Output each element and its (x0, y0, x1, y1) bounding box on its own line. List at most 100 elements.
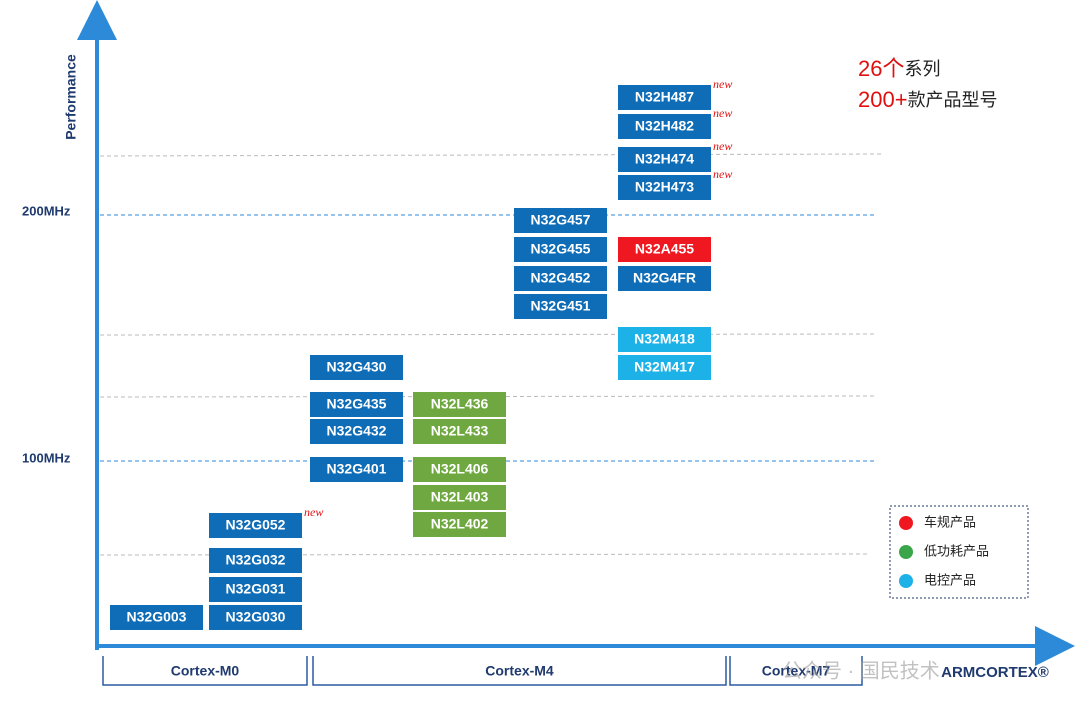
product-label: N32H473 (635, 179, 694, 195)
new-tag: new (713, 106, 732, 120)
product-box: N32G457 (514, 208, 607, 233)
product-rect (514, 208, 607, 233)
product-box: N32L406 (413, 457, 506, 482)
new-tag: new (713, 139, 732, 153)
product-label: N32G032 (226, 552, 286, 568)
product-label: N32H482 (635, 118, 694, 134)
product-rect (209, 513, 302, 538)
watermark: 公众号 · 国民技术 (782, 659, 940, 682)
summary: 200+款产品型号 (858, 87, 998, 112)
product-box: N32G435 (310, 392, 403, 417)
product-rect (514, 237, 607, 262)
product-label: N32L402 (431, 516, 489, 532)
product-label: N32M417 (634, 359, 695, 375)
legend-dot (899, 574, 913, 588)
product-rect (618, 355, 711, 380)
product-rect (413, 485, 506, 510)
legend-dot (899, 545, 913, 559)
legend-box (889, 505, 1029, 599)
summary-number: 26个 (858, 56, 904, 81)
product-label: N32L436 (431, 396, 489, 412)
core-label: Cortex-M7 (762, 663, 831, 679)
product-label: N32G435 (327, 396, 387, 412)
product-rect (514, 294, 607, 319)
product-rect (618, 266, 711, 291)
product-box: N32G430 (310, 355, 403, 380)
product-box: N32H487 new (618, 77, 732, 110)
product-rect (310, 392, 403, 417)
product-rect (618, 327, 711, 352)
product-rect (110, 605, 203, 630)
product-box: N32H482 new (618, 106, 732, 139)
product-rect (618, 147, 711, 172)
legend-label: 电控产品 (924, 572, 976, 587)
core-label: Cortex-M0 (171, 663, 240, 679)
brand: ARMCORTEX® (941, 664, 1049, 681)
product-label: N32G003 (127, 609, 187, 625)
tick-label: 100MHz (22, 450, 71, 465)
product-box: N32G030 (209, 605, 302, 630)
product-label: N32G452 (531, 270, 591, 286)
product-box: N32L403 (413, 485, 506, 510)
legend-dot (899, 516, 913, 530)
product-label: N32M418 (634, 331, 695, 347)
product-box: N32A455 (618, 237, 711, 262)
legend-label: 低功耗产品 (924, 543, 989, 558)
product-rect (413, 457, 506, 482)
product-box: N32L436 (413, 392, 506, 417)
product-box: N32G455 (514, 237, 607, 262)
new-tag: new (304, 505, 323, 519)
product-rect (310, 355, 403, 380)
tick-label: 200MHz (22, 203, 71, 218)
product-box: N32M418 (618, 327, 711, 352)
product-rect (413, 419, 506, 444)
product-label: N32G432 (327, 423, 387, 439)
product-rect (209, 605, 302, 630)
product-label: N32L406 (431, 461, 489, 477)
product-rect (209, 577, 302, 602)
cores: Cortex-M0 Cortex-M4 Cortex-M7 (102, 656, 863, 686)
summary-text: 系列 (904, 59, 940, 79)
product-label: N32G457 (531, 212, 591, 228)
core-bracket (102, 656, 308, 686)
product-box: N32G032 (209, 548, 302, 573)
product-box: N32H474 new (618, 139, 732, 172)
product-label: N32A455 (635, 241, 694, 257)
core-label: Cortex-M4 (485, 663, 554, 679)
product-rect (618, 175, 711, 200)
product-box: N32L433 (413, 419, 506, 444)
product-box: N32M417 (618, 355, 711, 380)
product-rect (310, 457, 403, 482)
y-axis-label: Performance (63, 54, 79, 140)
product-label: N32G030 (226, 609, 286, 625)
product-rect (413, 392, 506, 417)
product-label: N32G031 (226, 581, 286, 597)
product-box: N32G031 (209, 577, 302, 602)
product-rect (618, 85, 711, 110)
new-tag: new (713, 77, 732, 91)
product-rect (514, 266, 607, 291)
product-rect (310, 419, 403, 444)
product-box: N32G003 (110, 605, 203, 630)
product-box: N32H473 new (618, 167, 732, 200)
product-rect (618, 114, 711, 139)
summary-text: 款产品型号 (908, 90, 998, 110)
product-label: N32L433 (431, 423, 489, 439)
product-label: N32G430 (327, 359, 387, 375)
product-label: N32G455 (531, 241, 591, 257)
product-rect (209, 548, 302, 573)
product-label: N32H474 (635, 151, 694, 167)
product-box: N32G401 (310, 457, 403, 482)
summary: 26个系列 (858, 56, 940, 81)
product-box: N32L402 (413, 512, 506, 537)
product-box: N32G432 (310, 419, 403, 444)
product-label: N32G451 (531, 298, 591, 314)
product-label: N32G052 (226, 517, 286, 533)
new-tag: new (713, 167, 732, 181)
product-rect (413, 512, 506, 537)
product-label: N32H487 (635, 89, 694, 105)
product-label: N32L403 (431, 489, 489, 505)
product-rect (618, 237, 711, 262)
